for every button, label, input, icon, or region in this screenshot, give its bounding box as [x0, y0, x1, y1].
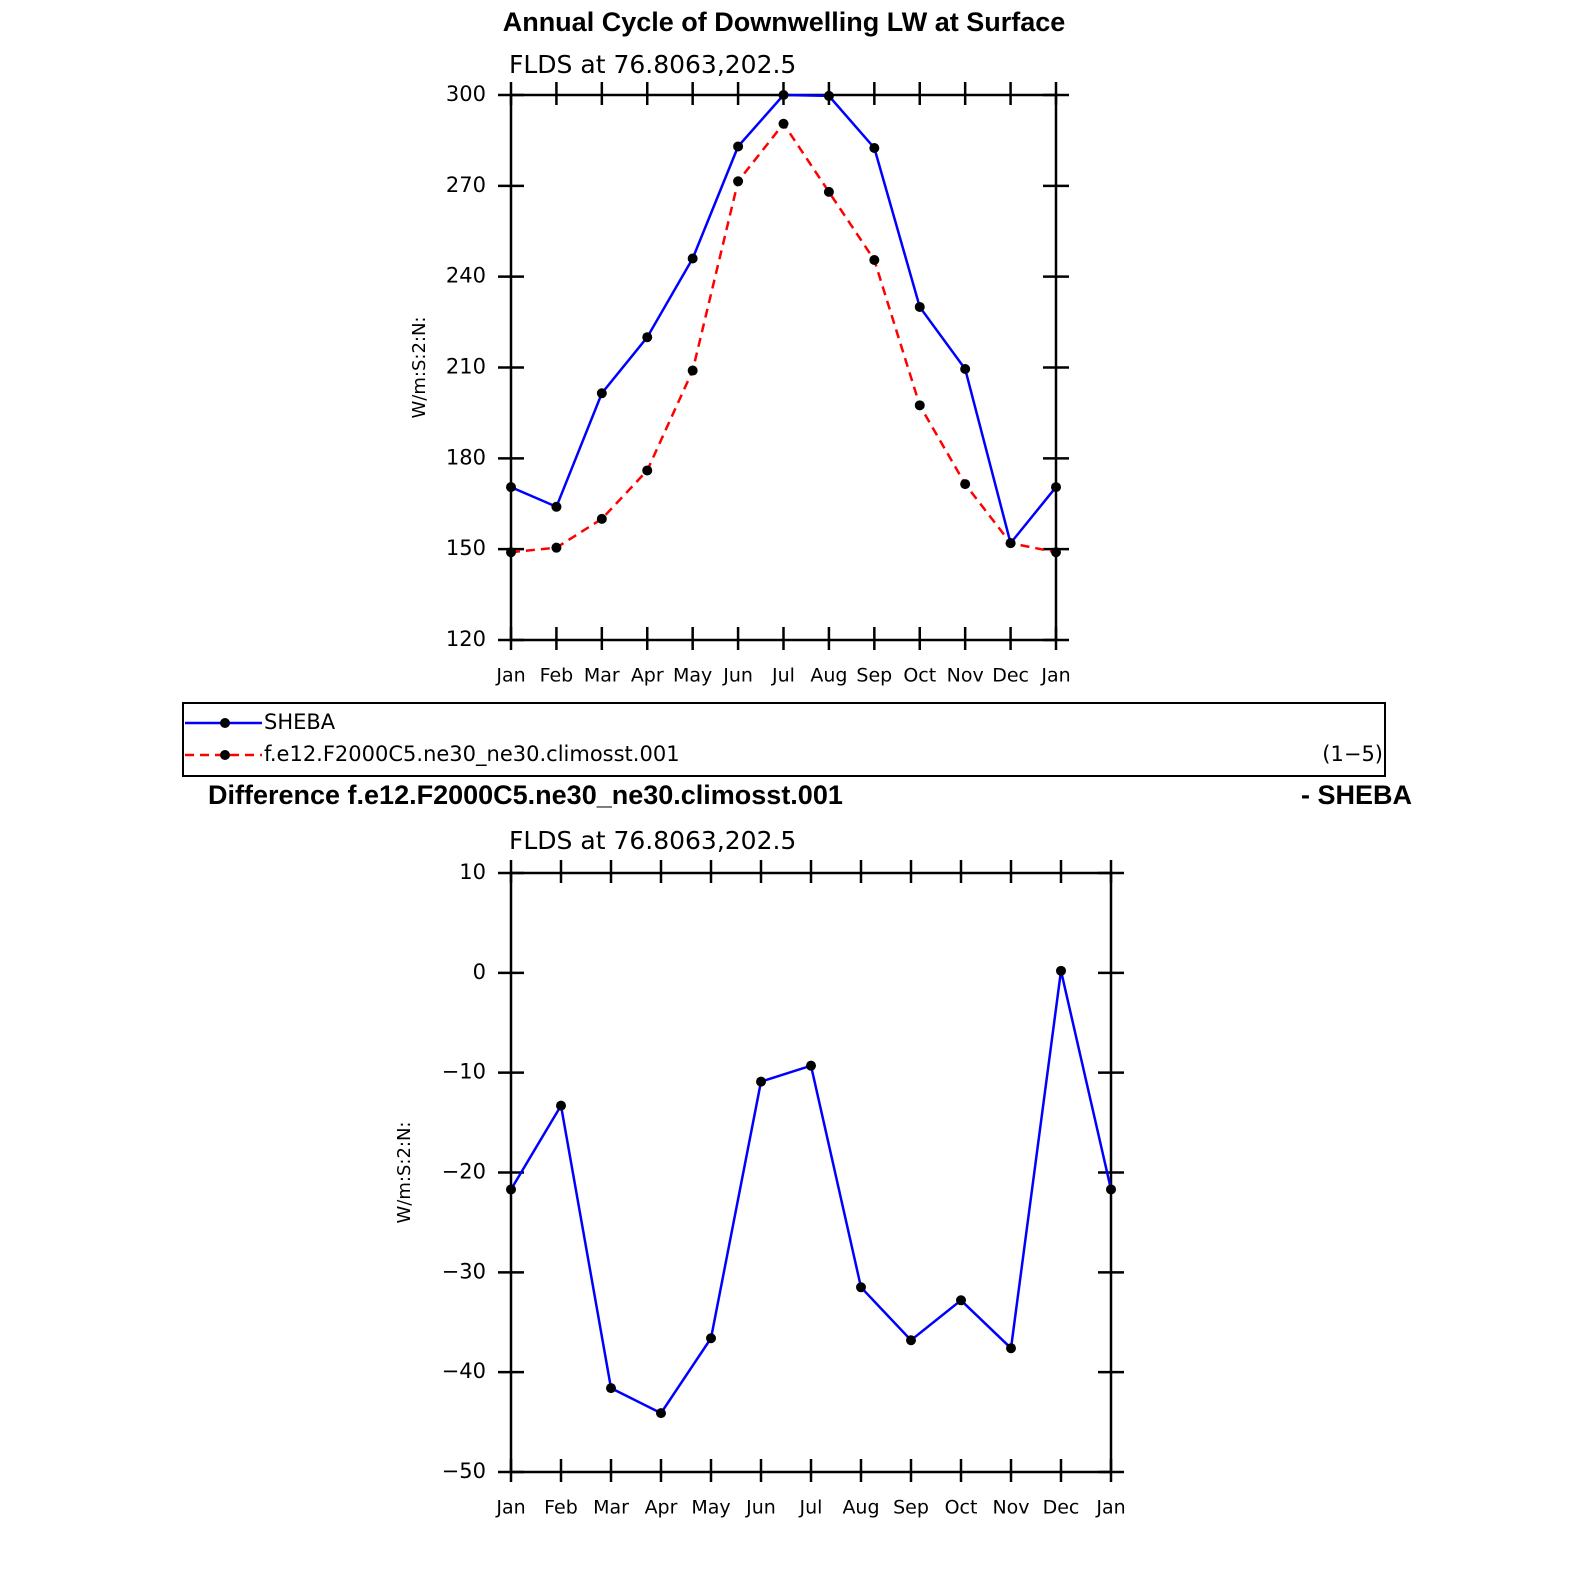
legend-marker [220, 750, 230, 760]
data-point [1006, 1343, 1016, 1354]
data-point [960, 479, 971, 490]
data-point [1106, 1184, 1116, 1195]
data-point [756, 1076, 766, 1087]
data-point [596, 513, 607, 524]
data-point [856, 1282, 866, 1293]
x-tick-label: Jun [745, 1497, 776, 1519]
data-point [823, 90, 834, 101]
x-tick-label: Jan [495, 1497, 525, 1519]
y-tick-label: 150 [446, 536, 486, 560]
data-point [806, 1060, 816, 1071]
legend-box [182, 702, 1386, 777]
data-point [1051, 547, 1061, 558]
y-tick-label: 210 [446, 355, 486, 379]
data-point [506, 1184, 516, 1195]
x-tick-label: Oct [945, 1497, 978, 1519]
legend-label: SHEBA [264, 710, 336, 734]
data-point [778, 90, 789, 100]
data-point [687, 253, 698, 264]
x-tick-label: Feb [544, 1497, 578, 1519]
y-tick-label: −20 [442, 1160, 486, 1184]
y-tick-label: 270 [446, 173, 486, 197]
x-tick-label: Dec [992, 665, 1029, 687]
x-tick-label: Nov [947, 665, 984, 687]
x-tick-label: Jan [495, 665, 525, 687]
chart-title: Annual Cycle of Downwelling LW at Surfac… [503, 7, 1066, 37]
data-point [733, 141, 744, 152]
data-point [656, 1408, 666, 1419]
data-point [869, 142, 880, 153]
legend-label: f.e12.F2000C5.ne30_ne30.climosst.001 [264, 742, 680, 767]
x-tick-label: Jul [771, 665, 795, 687]
y-tick-label: 300 [446, 82, 486, 106]
data-point [914, 301, 925, 312]
data-point [956, 1295, 966, 1306]
chart-title: Difference f.e12.F2000C5.ne30_ne30.climo… [208, 780, 843, 810]
y-tick-label: 120 [446, 627, 486, 651]
y-tick-label: −10 [442, 1060, 486, 1084]
data-point [556, 1100, 566, 1111]
x-tick-label: Sep [856, 665, 892, 687]
series-line [510, 121, 1057, 554]
data-point [914, 400, 925, 411]
data-point [960, 364, 971, 375]
data-point [687, 365, 698, 376]
data-point [733, 176, 744, 187]
chart-subtitle: FLDS at 76.8063,202.5 [509, 826, 796, 855]
x-tick-label: Oct [903, 665, 936, 687]
x-tick-label: Jun [722, 665, 753, 687]
x-tick-label: Aug [842, 1497, 879, 1519]
legend-note: (1−5) [1322, 742, 1383, 766]
x-tick-label: Mar [584, 665, 620, 687]
data-point [551, 501, 562, 512]
x-tick-label: Nov [992, 1497, 1029, 1519]
x-tick-label: May [673, 665, 712, 687]
x-tick-label: Sep [893, 1497, 929, 1519]
y-axis-label: W/m:S:2:N: [394, 1122, 415, 1224]
x-tick-label: Jul [799, 1497, 823, 1519]
plot-frame [509, 93, 1058, 642]
data-point [906, 1335, 916, 1346]
x-tick-label: Dec [1043, 1497, 1080, 1519]
y-tick-label: 180 [446, 445, 486, 469]
x-tick-label: Apr [631, 665, 664, 687]
x-tick-label: Aug [810, 665, 847, 687]
x-tick-label: Apr [645, 1497, 678, 1519]
data-point [1056, 965, 1066, 976]
data-point [869, 255, 880, 266]
data-point [551, 542, 562, 553]
chart-subtitle: FLDS at 76.8063,202.5 [509, 50, 796, 79]
y-tick-label: −40 [442, 1359, 486, 1383]
x-tick-label: May [691, 1497, 730, 1519]
data-point [778, 118, 789, 129]
data-point [642, 465, 653, 476]
data-point [606, 1383, 616, 1394]
x-tick-label: Feb [540, 665, 574, 687]
data-point [642, 332, 653, 343]
plot-frame [509, 871, 1113, 1474]
y-tick-label: 10 [459, 860, 486, 884]
data-point [596, 388, 607, 399]
series-line [509, 970, 1113, 1415]
x-tick-label: Jan [1040, 665, 1070, 687]
data-point [823, 186, 834, 197]
legend-marker [220, 718, 230, 728]
y-tick-label: 0 [473, 960, 486, 984]
y-tick-label: −30 [442, 1259, 486, 1283]
data-point [506, 482, 516, 493]
data-point [706, 1333, 716, 1344]
series-line [510, 93, 1057, 546]
x-tick-label: Mar [593, 1497, 629, 1519]
data-point [1005, 538, 1016, 549]
y-axis-label: W/m:S:2:N: [409, 317, 430, 419]
data-point [506, 547, 516, 558]
y-tick-label: −50 [442, 1459, 486, 1483]
chart-title-right: - SHEBA [1301, 780, 1412, 810]
data-point [1051, 482, 1061, 493]
x-tick-label: Jan [1095, 1497, 1125, 1519]
y-tick-label: 240 [446, 264, 486, 288]
